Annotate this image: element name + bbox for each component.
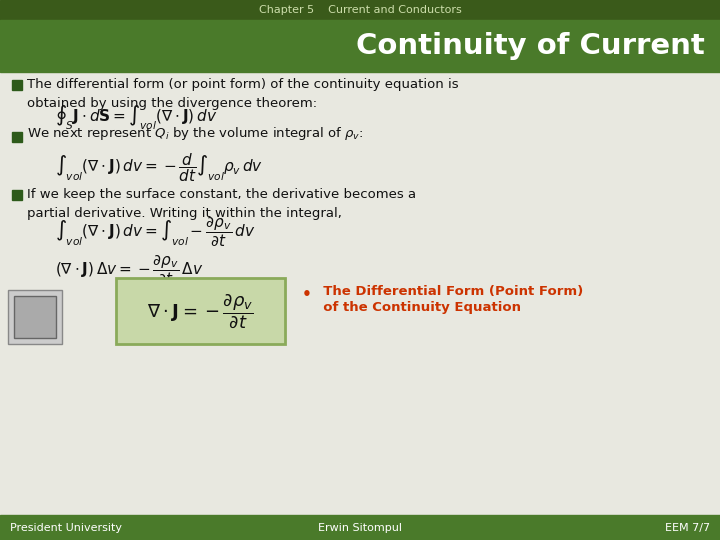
Text: We next represent $Q_i$ by the volume integral of $\rho_v$:: We next represent $Q_i$ by the volume in…: [27, 125, 364, 143]
Bar: [0, 0, 720, 20]
Text: $\nabla \cdot \mathbf{J} = -\dfrac{\partial \rho_v}{\partial t}$: $\nabla \cdot \mathbf{J} = -\dfrac{\part…: [148, 292, 253, 330]
Bar: [0, 70, 720, 515]
Text: of the Continuity Equation: of the Continuity Equation: [314, 301, 521, 314]
Text: President University: President University: [10, 523, 122, 533]
Text: Continuity of Current: Continuity of Current: [356, 32, 705, 60]
Bar: [12, 132, 22, 142]
Text: The Differential Form (Point Form): The Differential Form (Point Form): [314, 286, 583, 299]
Bar: [0, 515, 720, 540]
Bar: [14, 296, 56, 338]
Text: $\oint_S \mathbf{J} \cdot d\mathbf{S} = \int_{vol} (\nabla \cdot \mathbf{J})\, d: $\oint_S \mathbf{J} \cdot d\mathbf{S} = …: [55, 104, 217, 132]
FancyBboxPatch shape: [116, 278, 285, 344]
Text: •: •: [302, 287, 312, 302]
Text: If we keep the surface constant, the derivative becomes a
partial derivative. Wr: If we keep the surface constant, the der…: [27, 188, 416, 219]
Text: Erwin Sitompul: Erwin Sitompul: [318, 523, 402, 533]
Bar: [12, 80, 22, 90]
Text: Chapter 5    Current and Conductors: Chapter 5 Current and Conductors: [258, 5, 462, 15]
Bar: [8, 290, 62, 344]
Text: $\int_{vol} (\nabla \cdot \mathbf{J})\, dv = -\dfrac{d}{dt} \int_{vol} \rho_v\, : $\int_{vol} (\nabla \cdot \mathbf{J})\, …: [55, 152, 263, 184]
Text: $\int_{vol} (\nabla \cdot \mathbf{J})\, dv = \int_{vol} -\dfrac{\partial \rho_v}: $\int_{vol} (\nabla \cdot \mathbf{J})\, …: [55, 215, 256, 249]
Text: EEM 7/7: EEM 7/7: [665, 523, 710, 533]
Text: $(\nabla \cdot \mathbf{J})\, \Delta v = -\dfrac{\partial \rho_v}{\partial t}\, \: $(\nabla \cdot \mathbf{J})\, \Delta v = …: [55, 253, 203, 287]
Bar: [12, 190, 22, 200]
Text: The differential form (or point form) of the continuity equation is
obtained by : The differential form (or point form) of…: [27, 78, 459, 110]
Bar: [0, 20, 720, 72]
